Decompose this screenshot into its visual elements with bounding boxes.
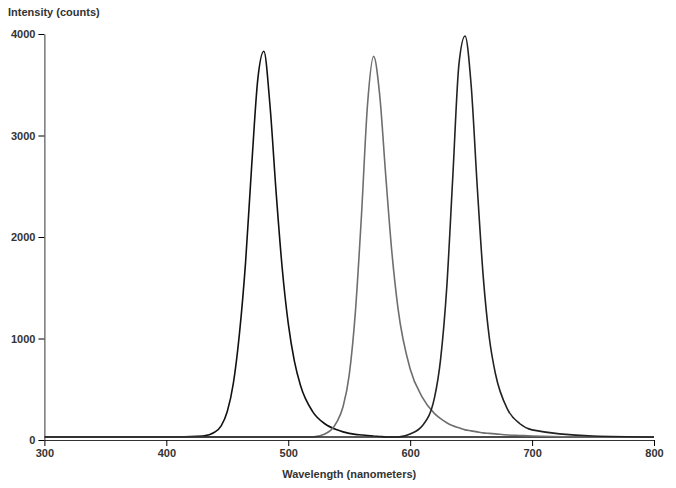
y-tick: 0 [29,434,44,446]
y-axis-title: Intensity (counts) [8,6,100,18]
x-tick: 500 [280,440,298,459]
x-tick: 600 [401,440,419,459]
y-tick-label: 1000 [11,333,35,345]
y-tick: 4000 [11,28,44,40]
y-tick: 2000 [11,231,44,243]
plot-area [44,36,654,437]
x-tick: 700 [523,440,541,459]
y-tick-label: 0 [29,434,35,446]
x-tick: 800 [645,440,663,459]
y-tick-mark [38,339,44,340]
y-tick-mark [38,237,44,238]
spectrum-line [44,36,654,437]
y-tick: 3000 [11,130,44,142]
y-tick-label: 4000 [11,28,35,40]
y-tick-mark [38,440,44,441]
x-tick-label: 800 [645,447,663,459]
y-axis: 0 1000 2000 3000 4000 [11,28,45,446]
chart: 300 400 500 600 700 800 0 1000 2000 3000 4000 Inten… [0,0,676,488]
x-tick-mark [288,440,289,446]
spectrum-line [44,56,654,437]
x-tick-mark [44,440,45,446]
y-tick-label: 3000 [11,130,35,142]
x-tick: 300 [36,440,54,459]
y-axis-line [44,35,45,441]
x-tick-mark [654,440,655,446]
x-tick-label: 600 [401,447,419,459]
x-tick-mark [532,440,533,446]
y-tick-mark [38,34,44,35]
x-tick: 400 [158,440,176,459]
y-tick-label: 2000 [11,231,35,243]
x-tick-mark [410,440,411,446]
x-tick-label: 300 [36,447,54,459]
x-axis: 300 400 500 600 700 800 [36,440,664,459]
x-tick-label: 700 [523,447,541,459]
x-axis-line [45,440,655,441]
x-tick-mark [166,440,167,446]
x-tick-label: 400 [158,447,176,459]
y-tick: 1000 [11,333,44,345]
spectrum-line [44,51,654,437]
x-axis-title: Wavelength (nanometers) [282,468,416,480]
y-tick-mark [38,136,44,137]
x-tick-label: 500 [280,447,298,459]
